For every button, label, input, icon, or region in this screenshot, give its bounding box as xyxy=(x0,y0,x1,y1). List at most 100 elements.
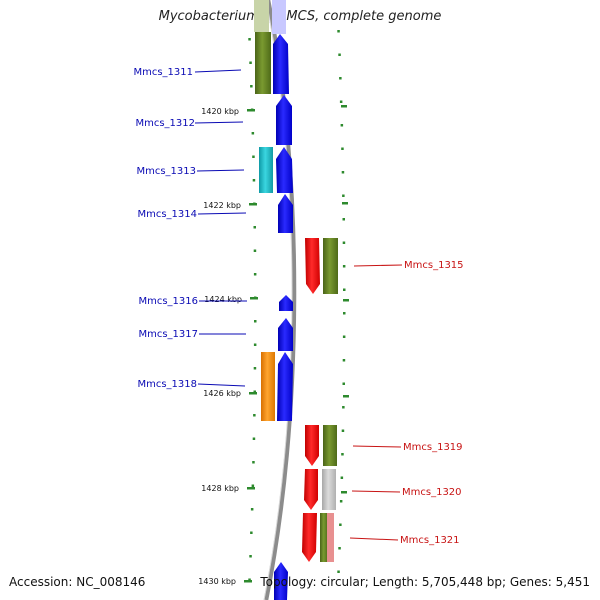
major-tick-1430: 1430 kbp xyxy=(198,577,252,586)
minor-tick xyxy=(253,367,257,370)
minor-tick xyxy=(253,343,257,346)
minor-tick xyxy=(249,61,252,64)
gene-label-left[interactable]: Mmcs_1318 xyxy=(137,379,197,390)
gene-arrow-red xyxy=(302,513,317,562)
major-tick-1420: 1420 kbp xyxy=(201,105,347,116)
tick-label: 1428 kbp xyxy=(201,484,239,493)
gene-label-right[interactable]: Mmcs_1315 xyxy=(404,260,464,271)
gene-orange xyxy=(261,352,275,421)
minor-tick xyxy=(253,390,256,393)
gene-label-left[interactable]: Mmcs_1313 xyxy=(136,166,196,177)
minor-tick xyxy=(338,547,341,550)
gene-arrow-blue xyxy=(276,147,293,193)
gene-label-left[interactable]: Mmcs_1316 xyxy=(138,296,198,307)
gene-olive xyxy=(323,238,338,294)
minor-tick xyxy=(252,155,255,158)
minor-tick xyxy=(342,335,346,338)
minor-tick xyxy=(251,132,255,135)
minor-tick xyxy=(251,484,255,487)
gene-arrow-red xyxy=(304,469,318,510)
gene-label-left[interactable]: Mmcs_1314 xyxy=(137,209,197,220)
gene-arrow-blue xyxy=(276,95,292,145)
gene-arrow-blue xyxy=(278,194,293,233)
minor-tick xyxy=(342,382,345,385)
tick-label: 1422 kbp xyxy=(203,201,241,210)
minor-tick xyxy=(340,476,344,479)
gene-arrow-blue xyxy=(272,0,286,34)
gene-arrow-red xyxy=(305,425,319,466)
tick-label: 1426 kbp xyxy=(203,389,241,398)
minor-tick xyxy=(342,194,345,197)
major-tick-1424: 1424 kbp xyxy=(204,295,349,304)
genome-summary-text: Topology: circular; Length: 5,705,448 bp… xyxy=(260,575,590,589)
gene-arrow-red xyxy=(305,238,320,294)
minor-tick xyxy=(248,38,251,41)
minor-tick xyxy=(253,414,256,417)
minor-tick xyxy=(337,30,340,33)
minor-tick xyxy=(252,437,256,440)
gene-gray xyxy=(322,469,336,510)
minor-tick xyxy=(341,171,345,174)
minor-tick xyxy=(339,500,343,503)
minor-tick xyxy=(339,523,342,526)
minor-tick xyxy=(341,429,345,432)
gene-olive xyxy=(255,32,271,94)
gene-label-left[interactable]: Mmcs_1312 xyxy=(135,118,195,129)
minor-tick xyxy=(339,77,342,80)
minor-tick xyxy=(250,85,253,88)
gene-arrow-blue xyxy=(274,562,288,600)
gene-pink xyxy=(327,513,334,562)
gene-label-left[interactable]: Mmcs_1317 xyxy=(138,329,198,340)
minor-tick xyxy=(253,226,256,229)
minor-tick xyxy=(343,288,346,291)
minor-tick xyxy=(338,53,341,56)
outer-tick-column xyxy=(337,30,346,573)
minor-tick xyxy=(339,100,343,103)
gene-label-right[interactable]: Mmcs_1319 xyxy=(403,442,463,453)
minor-tick xyxy=(254,320,257,323)
right-gene-labels: Mmcs_1315 Mmcs_1319 Mmcs_1320 Mmcs_1321 xyxy=(349,260,464,546)
tick-label: 1430 kbp xyxy=(198,577,236,586)
minor-tick xyxy=(342,359,346,362)
major-tick-1426: 1426 kbp xyxy=(203,389,349,398)
minor-tick xyxy=(341,453,344,456)
reverse-strand-genes xyxy=(254,0,275,421)
forward-strand-genes xyxy=(272,0,293,600)
minor-tick xyxy=(343,312,346,315)
minor-tick xyxy=(342,406,345,409)
minor-tick xyxy=(252,461,255,464)
minor-tick xyxy=(252,179,256,182)
left-gene-labels: Mmcs_1311 Mmcs_1312 Mmcs_1313 Mmcs_1314 … xyxy=(133,67,247,390)
inner-tick-column xyxy=(248,38,257,581)
gene-label-right[interactable]: Mmcs_1320 xyxy=(402,487,462,498)
minor-tick xyxy=(253,273,257,276)
minor-tick xyxy=(337,570,340,573)
gene-label-right[interactable]: Mmcs_1321 xyxy=(400,535,460,546)
major-ticks: 1420 kbp 1422 kbp 1424 kbp 1426 kbp 1428… xyxy=(198,105,349,586)
minor-tick xyxy=(250,531,253,534)
gene-arrow-blue xyxy=(273,34,289,94)
outer-strand-genes xyxy=(302,238,338,562)
gene-arrow-blue xyxy=(278,318,293,351)
gene-light-olive xyxy=(254,0,269,32)
major-tick-1422: 1422 kbp xyxy=(203,201,348,210)
tick-label: 1424 kbp xyxy=(204,295,242,304)
gene-label-left[interactable]: Mmcs_1311 xyxy=(133,67,193,78)
minor-tick xyxy=(342,265,346,268)
gene-cyan xyxy=(259,147,273,193)
minor-tick xyxy=(248,578,251,581)
major-tick-1428: 1428 kbp xyxy=(201,484,347,494)
gene-olive xyxy=(320,513,328,562)
gene-olive xyxy=(323,425,337,466)
minor-tick xyxy=(342,241,346,244)
minor-tick xyxy=(341,147,344,150)
map-title: Mycobacterium sp. MCS, complete genome xyxy=(158,9,442,24)
accession-text: Accession: NC_008146 xyxy=(9,575,146,589)
gene-arrow-blue xyxy=(277,352,293,421)
minor-tick xyxy=(249,555,252,558)
minor-tick xyxy=(250,508,254,511)
gene-arrow-blue xyxy=(279,295,293,311)
minor-tick xyxy=(340,124,344,127)
minor-tick xyxy=(342,218,345,221)
